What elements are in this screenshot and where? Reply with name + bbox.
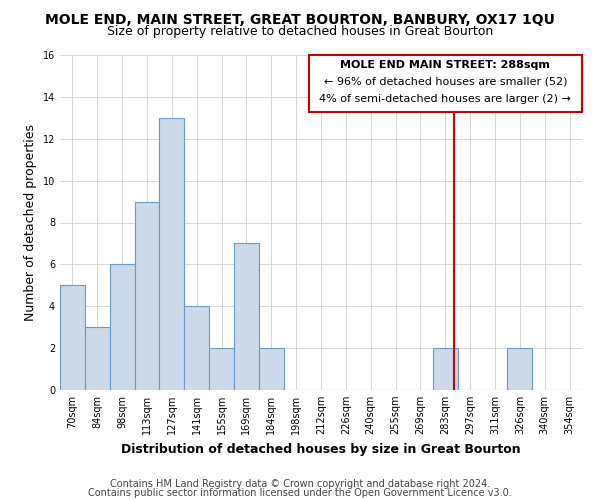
Bar	[209, 348, 234, 390]
Text: Size of property relative to detached houses in Great Bourton: Size of property relative to detached ho…	[107, 25, 493, 38]
Bar	[60, 286, 85, 390]
Bar	[184, 306, 209, 390]
Text: 4% of semi-detached houses are larger (2) →: 4% of semi-detached houses are larger (2…	[319, 94, 571, 104]
Bar	[110, 264, 134, 390]
Bar	[85, 327, 110, 390]
X-axis label: Distribution of detached houses by size in Great Bourton: Distribution of detached houses by size …	[121, 442, 521, 456]
Bar	[160, 118, 184, 390]
Y-axis label: Number of detached properties: Number of detached properties	[24, 124, 37, 321]
Bar	[259, 348, 284, 390]
Text: MOLE END, MAIN STREET, GREAT BOURTON, BANBURY, OX17 1QU: MOLE END, MAIN STREET, GREAT BOURTON, BA…	[45, 12, 555, 26]
Text: Contains HM Land Registry data © Crown copyright and database right 2024.: Contains HM Land Registry data © Crown c…	[110, 479, 490, 489]
Bar	[508, 348, 532, 390]
Bar	[134, 202, 160, 390]
Bar	[234, 244, 259, 390]
Bar	[433, 348, 458, 390]
Text: ← 96% of detached houses are smaller (52): ← 96% of detached houses are smaller (52…	[323, 77, 567, 87]
FancyBboxPatch shape	[308, 55, 582, 112]
Text: MOLE END MAIN STREET: 288sqm: MOLE END MAIN STREET: 288sqm	[340, 60, 550, 70]
Text: Contains public sector information licensed under the Open Government Licence v3: Contains public sector information licen…	[88, 488, 512, 498]
